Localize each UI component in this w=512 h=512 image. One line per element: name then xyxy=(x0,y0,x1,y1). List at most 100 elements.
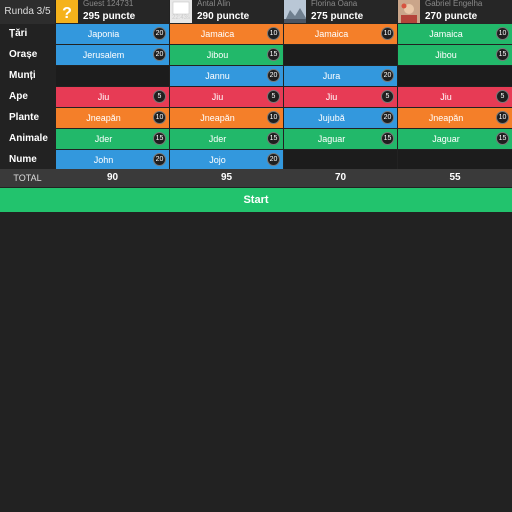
category-label: Munți xyxy=(0,66,55,86)
points-badge: 20 xyxy=(381,69,394,82)
turn-timer: 22:43s xyxy=(172,15,191,21)
answer-word: Japonia xyxy=(87,29,120,39)
points-badge: 5 xyxy=(267,90,280,103)
photo-avatar xyxy=(398,0,420,23)
points-badge: 5 xyxy=(496,90,509,103)
category-label: Animale xyxy=(0,129,55,149)
category-row: Orașe Jerusalem 20 Jibou 15 Jibou 15 xyxy=(0,45,512,65)
answer-cell: Jura 20 xyxy=(284,66,397,86)
category-row: Munți Jannu 20 Jura 20 xyxy=(0,66,512,86)
category-label: Orașe xyxy=(0,45,55,65)
answer-cell: Jamaica 10 xyxy=(170,24,283,44)
category-row: Animale Jder 15 Jder 15 Jaguar 15 Jaguar 15 xyxy=(0,129,512,149)
svg-text:?: ? xyxy=(62,5,72,22)
points-badge: 15 xyxy=(153,132,166,145)
answer-word: Jiu xyxy=(440,92,452,102)
answer-word: Jiu xyxy=(97,92,110,102)
answer-cell: Jiu 5 xyxy=(56,87,169,107)
player-score: 275 puncte xyxy=(311,11,364,22)
answer-word: Jder xyxy=(94,134,113,144)
points-badge: 20 xyxy=(267,153,280,166)
player-card-4: Gabriel Engelha 270 puncte xyxy=(398,0,512,24)
player-card-1: ? Guest 124731 295 puncte xyxy=(56,0,169,24)
points-badge: 10 xyxy=(153,111,166,124)
total-player-4: 55 xyxy=(449,172,461,183)
answer-cell: Jaguar 15 xyxy=(398,129,512,149)
answer-cell: Jiu 5 xyxy=(170,87,283,107)
answer-word: Jamaica xyxy=(200,29,235,39)
answer-word: Jneapăn xyxy=(428,113,464,123)
answer-cell: Jujubă 20 xyxy=(284,108,397,128)
empty-answer-cell xyxy=(56,66,169,86)
empty-answer-cell xyxy=(398,66,512,86)
points-badge: 20 xyxy=(267,69,280,82)
landscape-photo-icon xyxy=(284,0,306,23)
question-mark-icon: ? xyxy=(62,5,72,22)
points-badge: 20 xyxy=(153,27,166,40)
answer-cell: Jneapăn 10 xyxy=(398,108,512,128)
answer-word: Jneapăn xyxy=(86,113,121,123)
points-badge: 15 xyxy=(267,132,280,145)
category-label: Țări xyxy=(0,24,55,44)
player-score: 270 puncte xyxy=(425,11,478,22)
empty-answer-cell xyxy=(398,150,512,170)
start-button[interactable]: Start xyxy=(0,188,512,212)
points-badge: 5 xyxy=(381,90,394,103)
answer-cell: Jneapăn 10 xyxy=(170,108,283,128)
answer-cell: Jamaica 10 xyxy=(398,24,512,44)
answer-word: Jaguar xyxy=(432,134,460,144)
category-label: Nume xyxy=(0,150,55,170)
answer-word: Jaguar xyxy=(317,134,346,144)
points-badge: 10 xyxy=(267,27,280,40)
category-label: Plante xyxy=(0,108,55,128)
points-badge: 20 xyxy=(153,153,166,166)
answer-cell: Jiu 5 xyxy=(284,87,397,107)
points-badge: 20 xyxy=(381,111,394,124)
points-badge: 15 xyxy=(381,132,394,145)
answer-cell: Jamaica 10 xyxy=(284,24,397,44)
answer-word: Jiu xyxy=(211,92,224,102)
photo-avatar xyxy=(284,0,306,23)
answer-word: Jneapăn xyxy=(200,113,235,123)
answer-word: Jura xyxy=(322,71,341,81)
points-badge: 10 xyxy=(381,27,394,40)
user-silhouette-icon xyxy=(172,1,190,15)
total-player-1: 90 xyxy=(106,172,119,183)
points-badge: 20 xyxy=(153,48,166,61)
player-name: Florina Oana xyxy=(311,0,358,8)
portrait-photo-icon xyxy=(398,0,420,23)
category-row: Țări Japonia 20 Jamaica 10 Jamaica 10 Jamaica 10 xyxy=(0,24,512,44)
points-badge: 10 xyxy=(496,111,509,124)
total-player-2: 95 xyxy=(220,172,233,183)
answer-word: Jamaica xyxy=(314,29,349,39)
answer-cell: Jder 15 xyxy=(170,129,283,149)
total-player-3: 70 xyxy=(334,172,347,183)
total-row: TOTAL 90 95 70 55 xyxy=(0,169,512,187)
silhouette-avatar xyxy=(170,0,192,23)
answer-word: Jamaica xyxy=(429,29,463,39)
points-badge: 15 xyxy=(496,48,509,61)
answer-cell: John 20 xyxy=(56,150,169,170)
answer-cell: Jder 15 xyxy=(56,129,169,149)
answer-word: Jannu xyxy=(205,71,230,81)
player-score: 290 puncte xyxy=(197,11,250,22)
category-row: Plante Jneapăn 10 Jneapăn 10 Jujubă 20 Jneapăn 1… xyxy=(0,108,512,128)
empty-answer-cell xyxy=(284,45,397,65)
points-badge: 10 xyxy=(496,27,509,40)
answer-cell: Jaguar 15 xyxy=(284,129,397,149)
answer-word: Jibou xyxy=(206,50,229,60)
player-card-2: 22:43s Antal Alin 290 puncte xyxy=(170,0,283,24)
answer-cell: Japonia 20 xyxy=(56,24,169,44)
answer-word: Jiu xyxy=(325,92,338,102)
category-label: Ape xyxy=(0,87,55,107)
points-badge: 10 xyxy=(267,111,280,124)
answer-cell: Jiu 5 xyxy=(398,87,512,107)
answer-cell: Jibou 15 xyxy=(398,45,512,65)
category-row: Nume John 20 Jojo 20 xyxy=(0,150,512,170)
answer-word: Jujubă xyxy=(318,113,345,123)
player-score: 295 puncte xyxy=(83,11,136,22)
answer-word: Jibou xyxy=(435,50,457,60)
answer-cell: Jerusalem 20 xyxy=(56,45,169,65)
player-name: Antal Alin xyxy=(197,0,231,8)
answer-word: John xyxy=(93,155,114,165)
